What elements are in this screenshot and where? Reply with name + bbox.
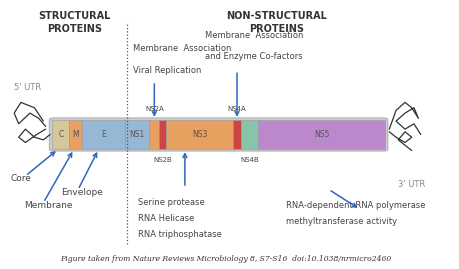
Text: 3' UTR: 3' UTR (397, 180, 425, 189)
Text: NS2A: NS2A (145, 106, 163, 112)
Text: RNA-dependent RNA polymerase: RNA-dependent RNA polymerase (285, 201, 425, 210)
Text: NS3: NS3 (191, 130, 207, 139)
Bar (52, 120, 69, 149)
Bar (82, 120, 124, 149)
FancyBboxPatch shape (49, 118, 387, 151)
Text: Viral Replication: Viral Replication (133, 66, 201, 75)
Text: Serine protease: Serine protease (137, 198, 204, 207)
Text: NON-STRUCTURAL
PROTEINS: NON-STRUCTURAL PROTEINS (226, 11, 327, 34)
Text: C: C (58, 130, 63, 139)
Bar (159, 120, 166, 149)
Text: M: M (72, 130, 79, 139)
Bar (232, 120, 241, 149)
Text: RNA triphosphatase: RNA triphosphatase (137, 230, 221, 239)
Text: Membrane  Association: Membrane Association (205, 31, 303, 40)
Text: NS4B: NS4B (240, 157, 258, 163)
Text: NS1: NS1 (129, 130, 144, 139)
Text: 5' UTR: 5' UTR (14, 83, 41, 92)
Bar (69, 120, 82, 149)
Text: Figure taken from Nature Reviews Microbiology 8, S7-S16  doi:10.1038/nrmicro2460: Figure taken from Nature Reviews Microbi… (60, 255, 390, 263)
Text: Core: Core (11, 174, 31, 183)
Bar (149, 120, 159, 149)
Text: E: E (101, 130, 106, 139)
Bar (257, 120, 384, 149)
Text: STRUCTURAL
PROTEINS: STRUCTURAL PROTEINS (39, 11, 111, 34)
Text: Membrane: Membrane (24, 201, 73, 210)
Text: Envelope: Envelope (61, 187, 103, 197)
Text: RNA Helicase: RNA Helicase (137, 214, 194, 223)
Bar (241, 120, 257, 149)
Bar (124, 120, 149, 149)
Text: NS4A: NS4A (227, 106, 246, 112)
Text: methyltransferase activity: methyltransferase activity (285, 217, 396, 226)
Text: NS2B: NS2B (153, 157, 172, 163)
Bar (166, 120, 232, 149)
Text: NS5: NS5 (313, 130, 329, 139)
Text: and Enzyme Co-factors: and Enzyme Co-factors (205, 52, 302, 61)
Text: Membrane  Association: Membrane Association (133, 44, 231, 53)
